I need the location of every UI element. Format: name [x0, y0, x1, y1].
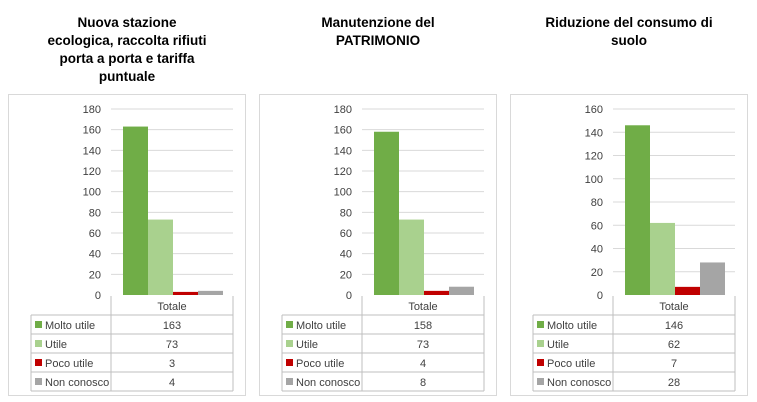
legend-swatch — [35, 340, 42, 347]
chart-svg: 0 20 40 60 80 100 120 140 160 180 Totale Molto util… — [281, 104, 485, 392]
data-label: 4 — [420, 358, 426, 370]
y-tick-label: 120 — [585, 151, 603, 163]
legend-swatch — [537, 359, 544, 366]
legend-swatch — [286, 340, 293, 347]
y-tick-label: 60 — [89, 228, 101, 240]
y-tick-label: 180 — [83, 104, 101, 116]
bar-non-conosco — [700, 262, 725, 295]
data-label: 28 — [668, 377, 680, 389]
y-tick-label: 120 — [334, 166, 352, 178]
legend-label: Utile — [296, 339, 318, 351]
legend-label: Utile — [45, 339, 67, 351]
y-tick-label: 0 — [346, 290, 352, 302]
bar-non-conosco — [449, 286, 474, 295]
y-tick-label: 100 — [334, 187, 352, 199]
chart-title-line: PATRIMONIO — [335, 33, 421, 48]
y-tick-label: 80 — [89, 207, 101, 219]
legend-label: Non conosco — [296, 377, 360, 389]
data-label: 3 — [169, 358, 175, 370]
bar-molto-utile — [374, 131, 399, 295]
chart-title-line: Manutenzione del — [321, 15, 435, 30]
chart-panel: 0 20 40 60 80 100 120 140 160 180 Totale Molto util… — [259, 94, 497, 396]
legend-label: Non conosco — [547, 377, 611, 389]
bar-molto-utile — [625, 125, 650, 296]
y-tick-label: 60 — [340, 228, 352, 240]
chart-title-line: ecologica, raccolta rifiuti — [47, 33, 207, 48]
legend-swatch — [35, 359, 42, 366]
bar-poco-utile — [424, 290, 449, 295]
y-tick-label: 140 — [585, 127, 603, 139]
y-tick-label: 0 — [95, 290, 101, 302]
y-tick-label: 140 — [334, 145, 352, 157]
chart-panel: 0 20 40 60 80 100 120 140 160 Totale Molto utile 14… — [510, 94, 748, 396]
y-tick-label: 100 — [83, 187, 101, 199]
legend-swatch — [537, 378, 544, 385]
data-label: 73 — [417, 339, 429, 351]
chart-title-line: Nuova stazione — [77, 15, 177, 30]
bar-poco-utile — [173, 291, 198, 295]
legend-label: Poco utile — [296, 358, 344, 370]
legend-swatch — [537, 340, 544, 347]
chart-title-line: porta a porta e tariffa — [59, 51, 195, 66]
y-tick-label: 40 — [89, 249, 101, 261]
y-tick-label: 20 — [340, 269, 352, 281]
y-tick-label: 80 — [591, 197, 603, 209]
data-label: 62 — [668, 339, 680, 351]
legend-swatch — [286, 359, 293, 366]
data-label: 8 — [420, 377, 426, 389]
chart-title: Riduzione del consumo di suolo — [509, 14, 749, 50]
y-tick-label: 180 — [334, 104, 352, 116]
y-tick-label: 20 — [89, 269, 101, 281]
data-label: 7 — [671, 358, 677, 370]
legend-swatch — [35, 321, 42, 328]
bar-non-conosco — [198, 290, 223, 295]
chart-title-line: Riduzione del consumo di — [545, 15, 713, 30]
legend-swatch — [537, 321, 544, 328]
chart-svg: 0 20 40 60 80 100 120 140 160 Totale Molto utile 14… — [532, 104, 736, 392]
y-tick-label: 20 — [591, 267, 603, 279]
y-tick-label: 160 — [585, 104, 603, 116]
legend-label: Poco utile — [547, 358, 595, 370]
y-tick-label: 60 — [591, 220, 603, 232]
chart-title-line: suolo — [611, 33, 647, 48]
category-label: Totale — [157, 301, 186, 313]
chart-title: Manutenzione del PATRIMONIO — [258, 14, 498, 50]
legend-swatch — [35, 378, 42, 385]
bar-utile — [399, 219, 424, 295]
y-tick-label: 160 — [334, 125, 352, 137]
legend-label: Molto utile — [547, 320, 597, 332]
y-tick-label: 40 — [591, 244, 603, 256]
y-tick-label: 160 — [83, 125, 101, 137]
data-label: 4 — [169, 377, 175, 389]
data-label: 163 — [163, 320, 181, 332]
data-label: 158 — [414, 320, 432, 332]
legend-label: Molto utile — [296, 320, 346, 332]
legend-label: Utile — [547, 339, 569, 351]
bar-utile — [650, 222, 675, 295]
chart-panel: 0 20 40 60 80 100 120 140 160 180 Totale Molto util… — [8, 94, 246, 396]
category-label: Totale — [408, 301, 437, 313]
y-tick-label: 80 — [340, 207, 352, 219]
legend-swatch — [286, 378, 293, 385]
legend-label: Non conosco — [45, 377, 109, 389]
chart-title: Nuova stazione ecologica, raccolta rifiut… — [7, 14, 247, 86]
legend-swatch — [286, 321, 293, 328]
legend-label: Poco utile — [45, 358, 93, 370]
legend-label: Molto utile — [45, 320, 95, 332]
bar-poco-utile — [675, 286, 700, 295]
bar-utile — [148, 219, 173, 295]
y-tick-label: 120 — [83, 166, 101, 178]
data-label: 146 — [665, 320, 683, 332]
y-tick-label: 140 — [83, 145, 101, 157]
chart-svg: 0 20 40 60 80 100 120 140 160 180 Totale Molto util… — [30, 104, 234, 392]
data-label: 73 — [166, 339, 178, 351]
y-tick-label: 40 — [340, 249, 352, 261]
y-tick-label: 100 — [585, 174, 603, 186]
category-label: Totale — [659, 301, 688, 313]
y-tick-label: 0 — [597, 290, 603, 302]
bar-molto-utile — [123, 126, 148, 295]
chart-title-line: puntuale — [98, 69, 156, 84]
